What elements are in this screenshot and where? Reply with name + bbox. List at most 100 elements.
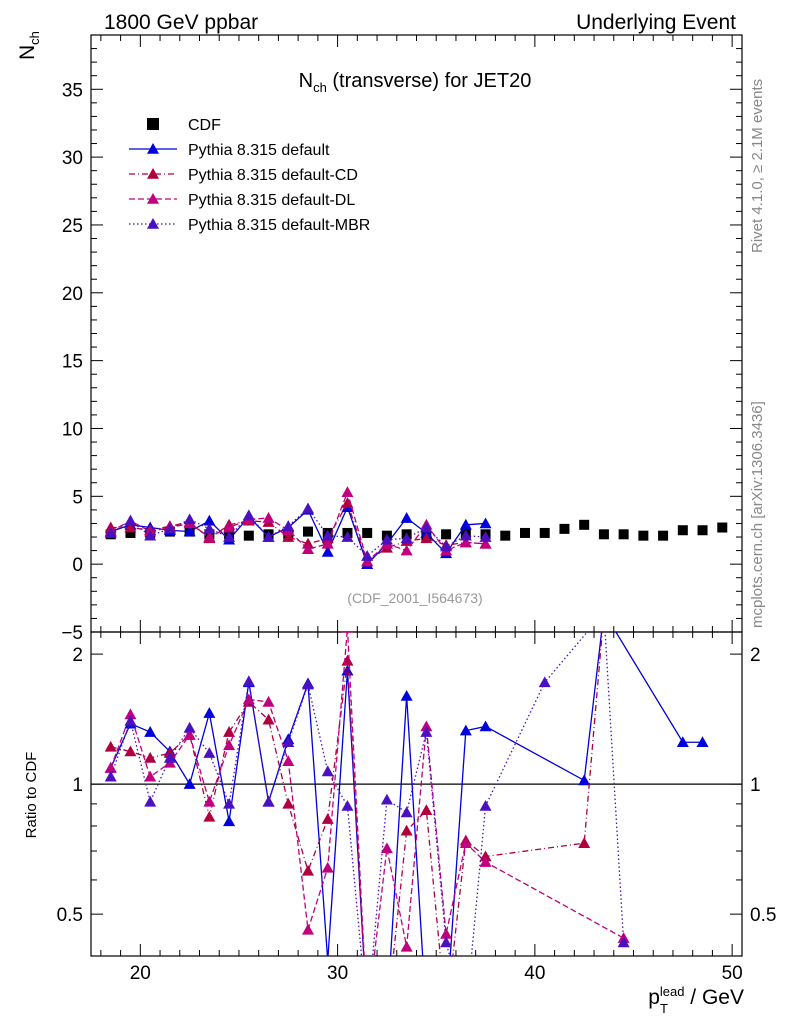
x-tick-label: 40 [524,963,545,984]
ratio-data-point [223,797,236,809]
mc-data-point [479,537,492,549]
mc-series-ratio [104,632,630,956]
mc-data-point [183,513,196,525]
side-label-bottom: mcplots.cern.ch [arXiv:1306.3436] [749,401,766,628]
ratio-data-point [479,850,492,862]
ratio-data-point [124,745,137,757]
ratio-series-line [110,632,703,956]
ratio-y-tick-label: 0.5 [57,905,83,926]
cdf-data-point [125,527,136,538]
ratio-data-point [440,927,453,939]
cdf-data-point [658,530,669,541]
ratio-data-point [163,751,176,763]
ratio-data-point [617,936,630,948]
ratio-data-point [696,736,709,748]
y-tick-label: 25 [62,216,83,237]
ratio-data-point [262,695,275,707]
ratio-data-point [341,632,354,633]
side-label-top: Rivet 4.1.0, ≥ 2.1M events [749,79,766,253]
ratio-data-point [598,606,610,617]
analysis-id: (CDF_2001_I564673) [347,590,482,606]
mc-data-point [361,555,374,567]
ratio-data-point [203,810,216,822]
mc-data-point [282,531,295,542]
legend: CDF Pythia 8.315 default Pythia 8.315 defa… [129,117,370,234]
mc-data-point [144,529,157,541]
legend-label: Pythia 8.315 default [188,142,330,159]
ratio-data-point [262,795,275,807]
cdf-data-point [441,529,452,540]
mc-data-point [223,521,236,533]
legend-label: CDF [188,117,221,134]
ratio-data-point [400,806,413,818]
mc-data-point [400,512,413,523]
cdf-data-point [579,519,590,530]
cdf-data-point [677,525,688,536]
ratio-data-point [380,842,393,854]
ratio-data-point [459,724,472,736]
y-tick-label: 20 [62,284,83,305]
mc-data-point [440,540,453,552]
ratio-y-tick-label-right: 0.5 [750,905,776,926]
y-tick-label: 5 [72,487,83,508]
mc-data-point [124,521,137,533]
ratio-data-point [302,923,314,935]
ratio-data-point [242,675,255,687]
mc-data-point [302,502,314,514]
ratio-y-tick-label-right: 2 [750,645,761,666]
mc-data-point [459,518,472,530]
ratio-data-point [598,606,610,617]
mc-data-point [400,532,413,544]
header-left: 1800 GeV ppbar [104,11,258,34]
ratio-data-point [400,940,413,952]
mc-series-main [104,502,492,561]
legend-label: Pythia 8.315 default-CD [188,167,358,184]
mc-data-point [479,517,492,529]
ratio-y-tick-label-right: 1 [750,775,761,796]
cdf-data-point [559,523,570,534]
ratio-data-point [282,797,295,809]
mc-data-point [321,545,334,557]
ratio-y-tick-label: 1 [72,775,83,796]
mc-data-point [223,531,236,542]
mc-data-point [203,531,216,542]
ratio-data-point [400,689,413,701]
ratio-data-point [104,761,117,773]
ratio-data-point [144,751,157,763]
mc-data-point [420,521,433,533]
ratio-data-point [124,715,137,726]
ratio-data-point [144,770,157,782]
ratio-plot-panel: 20 30 40 50 0.5 0.5 1 1 2 2 [57,606,776,984]
main-plot-panel: −5 0 5 10 15 20 25 30 35 [61,34,743,644]
ratio-data-point [321,861,334,873]
ratio-data-point [302,678,314,690]
y-tick-label: 0 [72,555,83,576]
ratio-data-point [327,954,329,956]
mc-data-point [380,533,393,545]
ratio-data-point [479,856,492,867]
cdf-data-point [520,527,530,538]
y-tick-label: 15 [62,352,83,373]
ratio-data-point [321,813,334,824]
legend-marker [147,193,159,204]
ratio-data-point [302,864,314,876]
y-tick-label: −5 [61,623,83,644]
ratio-data-point [183,778,196,789]
ratio-data-point [479,799,492,811]
cdf-data-point [638,530,649,541]
mc-data-point [203,522,216,534]
mc-data-point [242,509,255,521]
ratio-data-point [144,795,157,807]
mc-series-line [110,507,486,557]
ratio-data-point [183,728,196,740]
x-tick-label: 50 [722,963,743,984]
legend-label: Pythia 8.315 default-DL [188,192,355,209]
mc-data-point [420,526,433,538]
ratio-data-point [183,721,196,733]
ratio-data-point [676,736,689,748]
y-tick-label: 30 [62,148,83,169]
ratio-data-point [223,726,236,737]
cdf-data-point [598,529,609,540]
ratio-frame [90,631,743,957]
